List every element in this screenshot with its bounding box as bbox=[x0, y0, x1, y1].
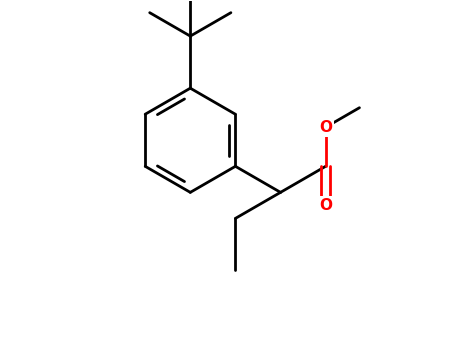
Text: O: O bbox=[319, 120, 332, 135]
Text: O: O bbox=[319, 198, 332, 213]
